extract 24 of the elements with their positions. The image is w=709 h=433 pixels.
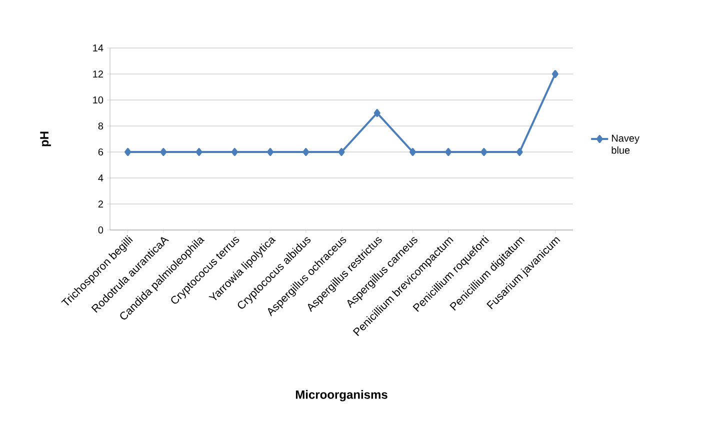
point [124,148,132,156]
y-tick-label: 10 [93,96,104,104]
y-tick-label: 0 [98,226,104,234]
y-tick-label: 6 [98,148,104,156]
y-tick-label: 8 [98,122,104,130]
point [480,148,488,156]
point [302,148,310,156]
point [160,148,167,156]
y-tick-label: 2 [98,200,103,208]
point [409,148,416,156]
y-tick-label: 12 [93,70,103,78]
point [196,148,202,156]
y-tick-label: 4 [98,174,104,182]
point [231,148,238,156]
point [552,70,558,78]
point [516,148,523,156]
point [445,148,452,156]
legend-label: Navey blue [612,134,640,154]
x-axis-title: Microorganisms [296,390,388,402]
point [338,148,345,156]
point [374,108,380,117]
point [267,148,274,156]
y-axis-title: pH [40,132,51,146]
y-tick-label: 14 [93,44,104,52]
